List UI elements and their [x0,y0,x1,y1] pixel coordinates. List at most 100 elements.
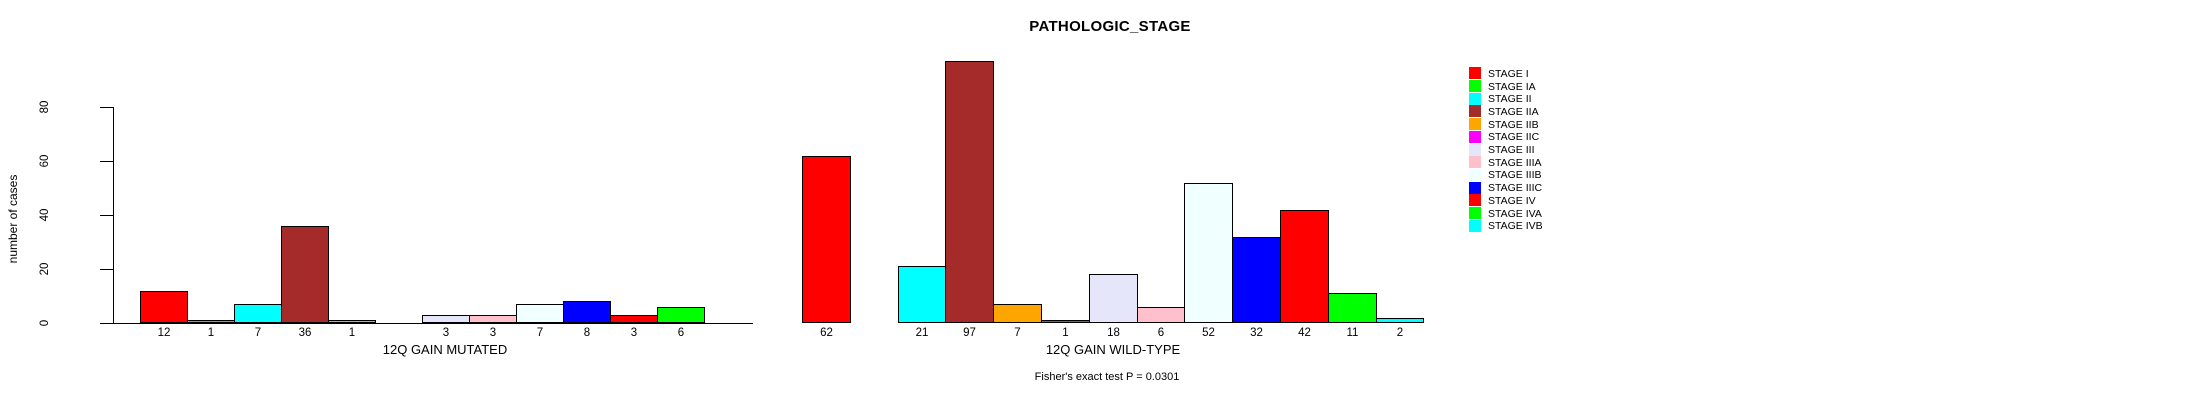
legend-swatch [1469,80,1481,92]
legend-item: STAGE IIIA [1469,156,1579,169]
bar-value-label: 3 [630,327,638,339]
bar [328,320,376,323]
legend-label: STAGE IIIB [1488,169,1542,182]
y-tick [100,323,113,324]
legend-item: STAGE IA [1469,80,1579,93]
legend-item: STAGE I [1469,67,1579,80]
bar [469,315,517,323]
y-tick-label: 40 [39,208,51,222]
bar-value-label: 6 [1157,327,1165,339]
y-tick [100,269,113,270]
bar [1041,320,1090,323]
legend-swatch [1469,105,1481,118]
bar [802,156,851,323]
bar-value-label: 7 [254,327,262,339]
legend-swatch [1469,168,1481,181]
fisher-test-note: Fisher's exact test P = 0.0301 [1034,371,1180,383]
bar [610,315,658,323]
legend-label: STAGE IIC [1488,131,1540,144]
bar [187,320,235,323]
bar [281,226,329,323]
bar-value-label: 2 [1396,327,1404,339]
bar [1328,293,1377,323]
legend-swatch [1469,156,1481,169]
legend-label: STAGE IIIA [1488,156,1542,169]
legend-swatch [1469,219,1481,232]
panel-label-mutated: 12Q GAIN MUTATED [382,342,508,357]
y-tick [100,161,113,162]
bar-value-label: 21 [915,327,929,339]
bar-value-label: 6 [677,327,685,339]
legend-swatch [1469,118,1481,131]
legend-item: STAGE II [1469,92,1579,106]
y-tick [100,107,113,108]
y-tick-label: 80 [39,100,51,114]
bar [516,304,564,323]
bar-value-label: 3 [442,327,450,339]
bar-value-label: 36 [298,327,312,339]
bar-value-label: 11 [1346,327,1359,339]
y-tick-label: 60 [39,154,51,168]
legend-label: STAGE II [1488,93,1532,106]
legend-swatch [1469,92,1481,105]
legend-label: STAGE I [1488,67,1529,80]
legend-item: STAGE IIIB [1469,168,1579,182]
legend-item: STAGE IIA [1469,105,1579,118]
bar [993,304,1042,323]
y-axis-title: number of cases [6,174,20,264]
bar [1232,237,1281,323]
legend-swatch [1469,130,1481,143]
legend-label: STAGE IA [1488,80,1536,93]
y-tick [100,215,113,216]
legend-label: STAGE IIB [1488,118,1539,131]
legend-label: STAGE IV [1488,194,1536,207]
legend-swatch [1469,181,1481,194]
bar-value-label: 7 [536,327,544,339]
legend-swatch [1469,143,1481,156]
legend-label: STAGE IVA [1488,207,1542,220]
bar [1089,274,1138,323]
bar-value-label: 8 [583,327,591,339]
bar-value-label: 12 [157,327,171,339]
bar-value-label: 1 [348,327,356,339]
bar-value-label: 3 [489,327,497,339]
x-axis-line [113,323,753,324]
legend-label: STAGE IIIC [1488,182,1543,195]
bar-value-label: 52 [1202,327,1215,339]
bar-value-label: 32 [1250,327,1263,339]
bar [1137,307,1185,323]
legend-label: STAGE IIA [1488,105,1539,118]
y-axis-line [113,107,114,324]
bar [422,315,470,323]
legend-label: STAGE IVB [1488,220,1543,233]
bar-value-label: 1 [1062,327,1069,339]
panel-label-wild-type: 12Q GAIN WILD-TYPE [1045,342,1181,357]
bar [1184,183,1233,323]
bar [945,61,994,323]
y-tick-label: 0 [39,319,51,327]
bar-value-label: 97 [963,327,976,339]
bar-value-label: 1 [207,327,215,339]
bar-value-label: 18 [1107,327,1120,339]
bar-value-label: 7 [1014,327,1021,339]
bar-value-label: 42 [1298,327,1311,339]
chart-title: PATHOLOGIC_STAGE [1029,18,1191,35]
bar [140,291,188,323]
bar-value-label: 62 [820,327,833,339]
legend-item: STAGE IIB [1469,118,1579,131]
legend-swatch [1469,67,1481,80]
bar [1280,210,1329,323]
y-tick-label: 20 [39,262,51,276]
bar [234,304,282,323]
bar [657,307,705,323]
legend-swatch [1469,207,1481,219]
legend-swatch [1469,194,1481,207]
legend-item: STAGE IV [1469,194,1579,207]
legend-label: STAGE III [1488,144,1535,156]
bar [898,266,946,323]
legend-item: STAGE IIC [1469,130,1579,144]
legend-item: STAGE III [1469,143,1579,156]
legend-item: STAGE IVB [1469,219,1579,233]
legend-item: STAGE IIIC [1469,181,1579,195]
